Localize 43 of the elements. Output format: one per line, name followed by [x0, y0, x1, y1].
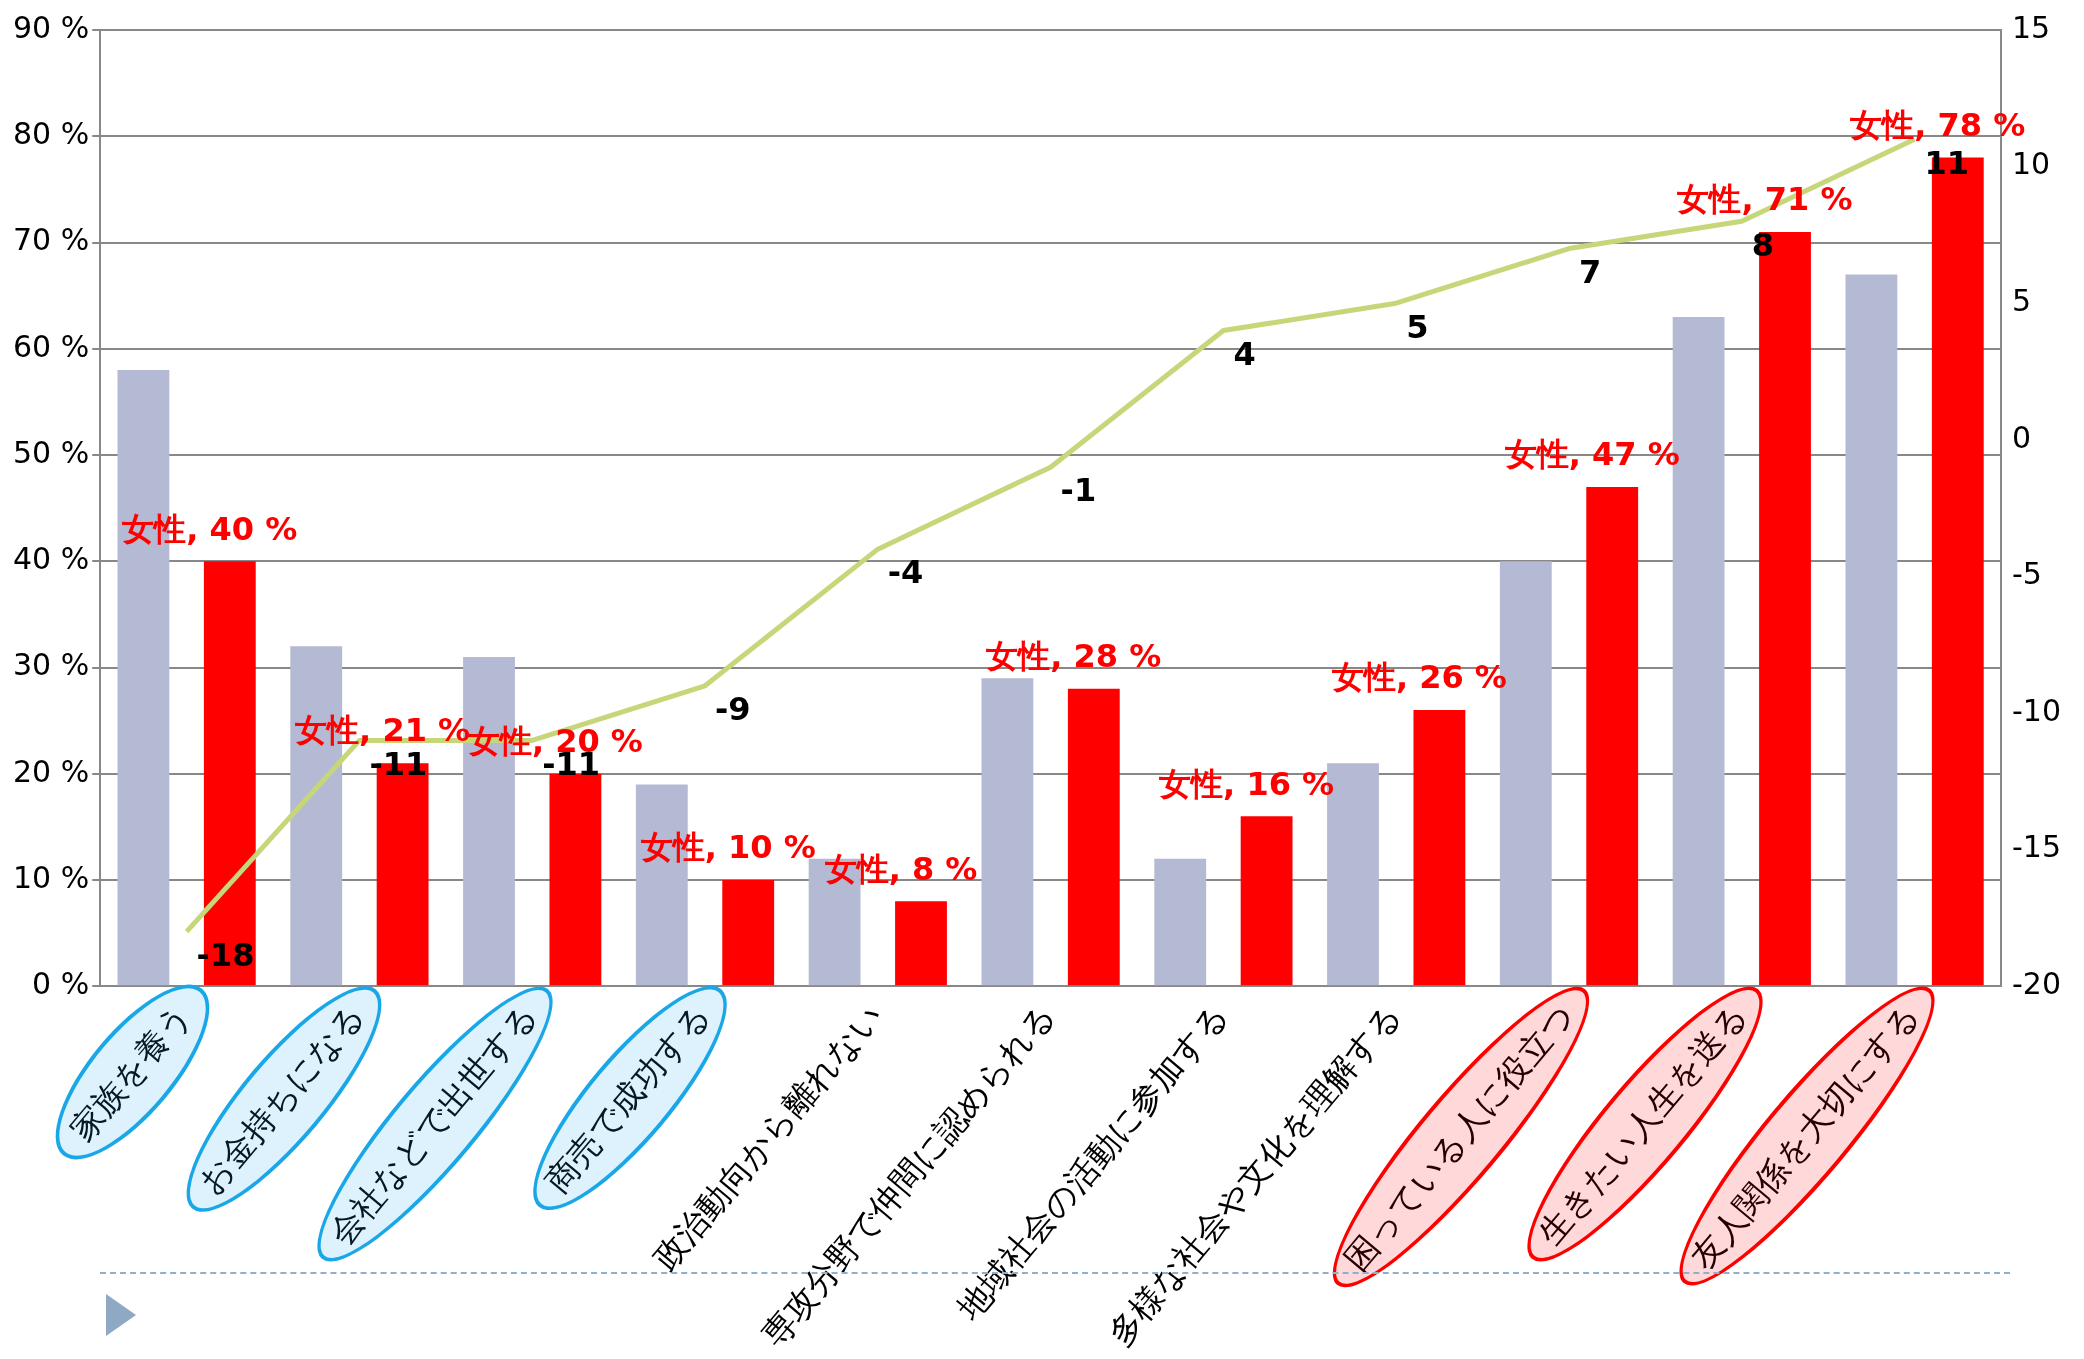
data-label: 女性, 71 %: [1676, 180, 1853, 219]
bar: [549, 773, 602, 986]
y2-tick-label: 15: [2012, 9, 2051, 45]
y-tick-label: 60 %: [13, 328, 90, 364]
data-label: 女性, 16 %: [1158, 764, 1335, 803]
bar: [1154, 858, 1207, 986]
data-label: 8: [1751, 225, 1775, 264]
y-tick-label: 80 %: [13, 116, 90, 152]
data-label: 4: [1233, 334, 1256, 373]
data-label: -4: [887, 553, 924, 592]
data-label: 女性, 78 %: [1849, 105, 2026, 144]
data-label: 女性, 26 %: [1330, 658, 1507, 697]
data-label: 女性, 40 %: [121, 509, 298, 548]
y-tick-label: 20 %: [13, 753, 90, 789]
data-label: 女性, 28 %: [985, 637, 1162, 676]
y-tick-label: 70 %: [13, 222, 90, 258]
y2-tick-label: 0: [2012, 419, 2032, 455]
y2-tick-label: -20: [2012, 966, 2061, 1002]
y-tick-label: 30 %: [13, 647, 90, 683]
data-label: -1: [1060, 471, 1097, 510]
data-label: 女性, 10 %: [639, 828, 816, 867]
data-label: 女性, 47 %: [1503, 435, 1680, 474]
bar: [722, 880, 775, 986]
bar: [1413, 710, 1466, 986]
y-tick-label: 50 %: [13, 434, 90, 470]
bar: [1067, 688, 1120, 986]
y-tick-label: 10 %: [13, 859, 90, 895]
bar: [895, 901, 947, 986]
y2-tick-label: -10: [2012, 692, 2061, 728]
data-label: 5: [1406, 307, 1429, 346]
data-label: 7: [1579, 252, 1602, 291]
bar: [1586, 486, 1639, 986]
y-tick-label: 90 %: [13, 9, 90, 45]
y2-tick-label: 5: [2012, 283, 2032, 319]
y2-tick-label: 10: [2012, 146, 2051, 182]
bar: [1240, 816, 1293, 986]
bar: [981, 678, 1034, 986]
y2-tick-label: -5: [2012, 556, 2042, 592]
data-label: 女性, 8 %: [823, 849, 978, 888]
data-label: -9: [715, 690, 751, 729]
y2-tick-label: -15: [2012, 829, 2061, 865]
bar: [1845, 274, 1898, 986]
y-tick-label: 40 %: [13, 541, 90, 577]
